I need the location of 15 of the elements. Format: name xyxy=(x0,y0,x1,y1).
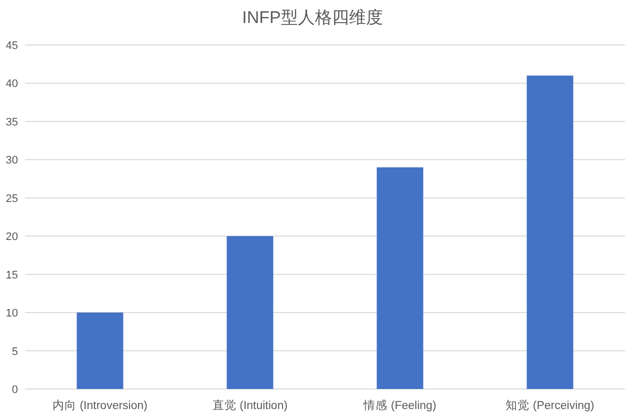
y-tick-label: 10 xyxy=(6,308,18,320)
y-tick-label: 20 xyxy=(6,231,18,244)
y-tick-label: 0 xyxy=(12,384,18,396)
x-tick-label: 直觉 (Intuition) xyxy=(212,399,288,412)
y-tick-label: 25 xyxy=(6,192,18,205)
x-tick-label: 情感 (Feeling) xyxy=(362,399,436,412)
y-tick-label: 30 xyxy=(6,154,18,167)
y-tick-label: 5 xyxy=(12,346,18,358)
y-tick-label: 15 xyxy=(6,269,18,282)
y-tick-label: 40 xyxy=(6,78,18,90)
y-tick-label: 45 xyxy=(6,40,18,52)
x-tick-label: 内向 (Introversion) xyxy=(52,399,148,412)
x-tick-label: 知觉 (Perceiving) xyxy=(506,399,594,412)
chart-title: INFP型人格四维度 xyxy=(242,8,383,27)
y-tick-label: 35 xyxy=(6,116,18,128)
